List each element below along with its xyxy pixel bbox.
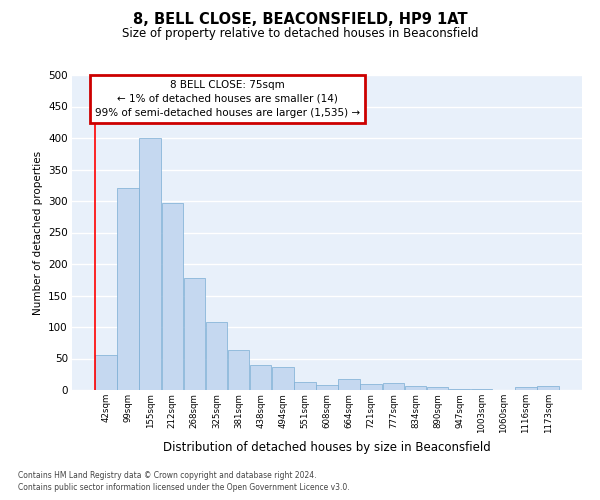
Bar	[361, 384, 382, 390]
Bar	[538, 386, 559, 390]
Text: Contains HM Land Registry data © Crown copyright and database right 2024.: Contains HM Land Registry data © Crown c…	[18, 471, 317, 480]
Bar	[206, 322, 227, 390]
Text: Size of property relative to detached houses in Beaconsfield: Size of property relative to detached ho…	[122, 28, 478, 40]
Bar	[427, 388, 448, 390]
Bar	[272, 366, 293, 390]
Bar	[294, 382, 316, 390]
Bar	[95, 356, 116, 390]
Bar	[383, 383, 404, 390]
Text: 8 BELL CLOSE: 75sqm
← 1% of detached houses are smaller (14)
99% of semi-detache: 8 BELL CLOSE: 75sqm ← 1% of detached hou…	[95, 80, 360, 118]
Bar	[250, 365, 271, 390]
Bar	[139, 138, 161, 390]
Text: Contains public sector information licensed under the Open Government Licence v3: Contains public sector information licen…	[18, 484, 350, 492]
Bar	[117, 188, 139, 390]
Bar	[316, 385, 338, 390]
Bar	[228, 350, 249, 390]
Bar	[184, 278, 205, 390]
Bar	[515, 387, 537, 390]
Bar	[338, 380, 360, 390]
X-axis label: Distribution of detached houses by size in Beaconsfield: Distribution of detached houses by size …	[163, 442, 491, 454]
Y-axis label: Number of detached properties: Number of detached properties	[32, 150, 43, 314]
Bar	[405, 386, 426, 390]
Bar	[161, 203, 183, 390]
Text: 8, BELL CLOSE, BEACONSFIELD, HP9 1AT: 8, BELL CLOSE, BEACONSFIELD, HP9 1AT	[133, 12, 467, 28]
